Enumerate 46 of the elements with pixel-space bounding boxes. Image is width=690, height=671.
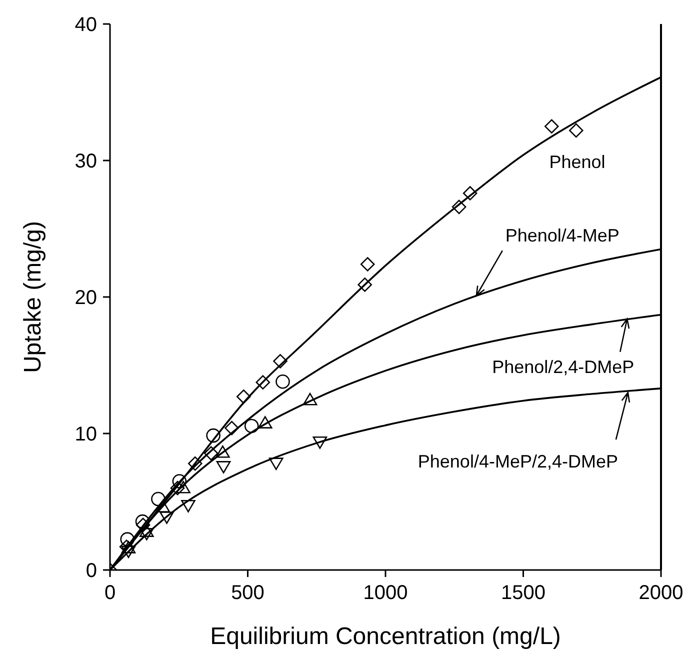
point (256, 375, 270, 390)
x-tick-label: 1000 (363, 582, 408, 604)
point (120, 532, 135, 546)
point (358, 278, 372, 292)
y-tick-label: 20 (74, 287, 97, 310)
point (206, 428, 220, 443)
point (302, 392, 318, 406)
y-tick-label: 10 (74, 424, 97, 446)
point (216, 445, 230, 458)
point (312, 436, 328, 449)
point (568, 123, 584, 138)
point (544, 119, 559, 134)
point (172, 474, 187, 488)
y-tick-label: 40 (74, 14, 97, 36)
point (151, 492, 166, 506)
x-tick-label: 1500 (501, 582, 546, 604)
point (244, 418, 259, 434)
point (236, 389, 251, 404)
y-axis-title: Uptake (mg/g) (20, 220, 47, 374)
point (188, 456, 202, 471)
y-tick-label: 30 (74, 150, 97, 173)
point (462, 186, 478, 200)
annotation: Phenol (549, 152, 606, 172)
point (273, 354, 288, 368)
point (452, 200, 466, 214)
x-tick-label: 500 (231, 582, 264, 604)
point (360, 257, 375, 272)
point (181, 500, 196, 512)
x-tick-label: 2000 (638, 582, 684, 604)
x-axis-title: Equilibrium Concentration (mg/L) (210, 623, 561, 650)
point (135, 514, 150, 529)
point (276, 374, 290, 389)
y-tick-label: 0 (86, 560, 97, 582)
annotation: Phenol/2,4-DMeP (492, 356, 634, 377)
point (160, 512, 174, 524)
point (176, 480, 190, 494)
point (224, 420, 239, 436)
x-tick-label: 0 (104, 582, 116, 604)
point (204, 446, 218, 460)
point (268, 458, 284, 470)
point (258, 416, 272, 428)
annotation: Phenol/4-MeP/2,4-DMeP (418, 452, 618, 472)
point (121, 546, 136, 558)
point (170, 480, 185, 496)
annotation: Phenol/4-MeP (505, 226, 620, 246)
point (216, 461, 231, 474)
